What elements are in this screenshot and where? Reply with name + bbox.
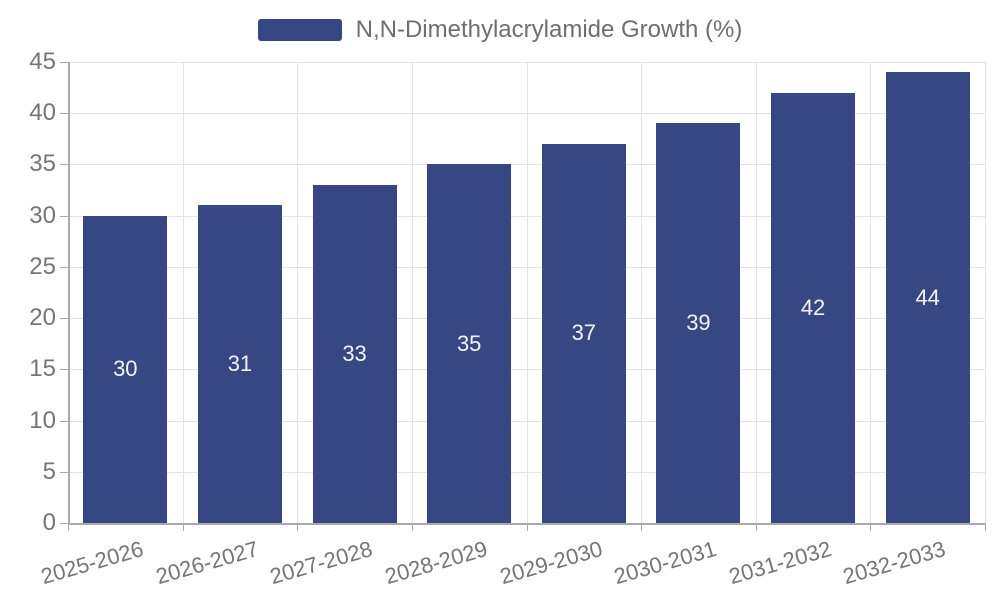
y-axis-line	[68, 62, 70, 523]
bar-value-label: 37	[571, 320, 597, 346]
x-tick-mark	[182, 523, 184, 531]
bar-value-label: 33	[342, 340, 367, 366]
v-gridline	[297, 62, 299, 523]
v-gridline	[755, 62, 757, 523]
y-tick-mark	[60, 523, 68, 524]
x-axis-line	[68, 523, 985, 525]
bar[interactable]	[771, 92, 856, 523]
bar[interactable]	[427, 164, 512, 523]
y-tick-label: 20	[29, 304, 56, 332]
x-tick-mark	[985, 523, 986, 531]
y-tick-label: 15	[29, 355, 56, 383]
x-tick-label: 2027-2028	[267, 536, 376, 590]
y-tick-label: 25	[29, 252, 56, 280]
y-tick-label: 45	[29, 48, 56, 75]
y-tick-label: 10	[29, 406, 56, 434]
x-tick-mark	[411, 523, 413, 531]
y-tick-label: 0	[42, 509, 56, 536]
v-gridline	[526, 62, 528, 523]
x-tick-mark	[526, 523, 528, 531]
legend-label: N,N-Dimethylacrylamide Growth (%)	[355, 16, 743, 43]
x-tick-label: 2028-2029	[382, 536, 491, 590]
v-gridline	[411, 62, 413, 523]
y-tick-mark	[60, 266, 68, 268]
x-tick-label: 2030-2031	[611, 536, 720, 590]
bar[interactable]	[885, 72, 970, 523]
bar[interactable]	[83, 215, 168, 523]
legend-swatch	[257, 19, 342, 41]
y-tick-mark	[60, 62, 68, 63]
v-gridline	[870, 62, 872, 523]
x-tick-label: 2031-2032	[725, 536, 834, 590]
y-tick-mark	[60, 164, 68, 166]
y-tick-label: 35	[29, 150, 56, 178]
y-tick-mark	[60, 215, 68, 217]
v-gridline	[182, 62, 184, 523]
x-tick-mark	[68, 523, 69, 531]
x-tick-label: 2032-2033	[840, 536, 949, 590]
bar[interactable]	[656, 123, 741, 523]
y-tick-mark	[60, 471, 68, 473]
x-tick-mark	[870, 523, 872, 531]
y-tick-label: 30	[29, 201, 56, 229]
bar[interactable]	[312, 184, 397, 523]
x-tick-mark	[297, 523, 299, 531]
x-tick-label: 2029-2030	[496, 536, 605, 590]
y-tick-label: 5	[42, 457, 56, 485]
x-tick-label: 2026-2027	[152, 536, 261, 590]
v-gridline	[985, 62, 986, 523]
y-tick-mark	[60, 318, 68, 320]
legend[interactable]: N,N-Dimethylacrylamide Growth (%)	[0, 16, 1000, 44]
x-tick-mark	[641, 523, 643, 531]
bar[interactable]	[197, 205, 282, 523]
y-tick-mark	[60, 113, 68, 115]
bar-value-label: 42	[800, 294, 826, 320]
x-tick-label: 2025-2026	[38, 536, 147, 590]
v-gridline	[641, 62, 643, 523]
y-tick-mark	[60, 420, 68, 422]
bar-value-label: 31	[227, 351, 253, 377]
x-tick-mark	[755, 523, 757, 531]
bar-value-label: 39	[686, 310, 711, 336]
bar-value-label: 30	[113, 356, 138, 382]
bar[interactable]	[541, 143, 626, 523]
y-tick-mark	[60, 369, 68, 371]
bar-value-label: 44	[915, 284, 940, 310]
y-tick-label: 40	[29, 99, 56, 127]
bar-value-label: 35	[456, 330, 482, 356]
